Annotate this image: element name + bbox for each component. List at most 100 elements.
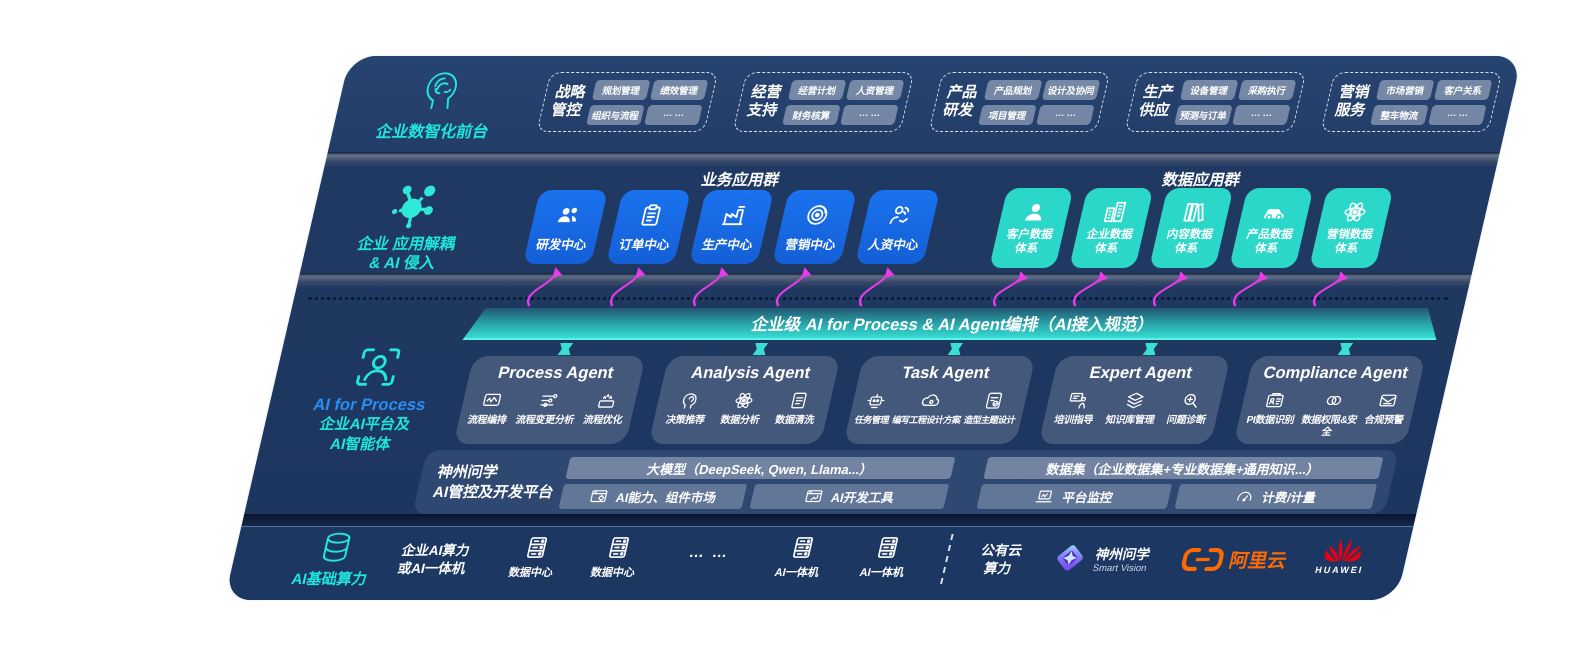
tablet-check-icon — [981, 390, 1007, 411]
front-group-supply: 生产供应 设备管理 采购执行 预测与订单 … … — [1124, 72, 1307, 132]
datacenter-1: 数据中心 — [501, 534, 568, 580]
model-bar: 大模型（DeepSeek, Qwen, Llama...） — [565, 457, 956, 479]
front-pill: 设备管理 — [1179, 79, 1239, 100]
dataset-bar: 数据集（企业数据集+专业数据集+通用知识...） — [983, 457, 1384, 479]
front-pill: 整车物流 — [1370, 104, 1429, 125]
platform-monitor-box: 平台监控 — [976, 484, 1173, 509]
sliders-icon — [537, 390, 563, 411]
billing-metering-box: 计费/计量 — [1174, 484, 1378, 509]
main-panel: 企业数智化前台 企业 应用解耦 & AI 侵入 AI for Process 企… — [224, 56, 1522, 600]
books-icon — [1179, 199, 1211, 225]
clipboard-icon — [635, 202, 667, 228]
front-pill: 市场营销 — [1375, 79, 1435, 100]
band-edge-2 — [296, 273, 1472, 288]
servers-ellipsis: … … — [687, 544, 732, 561]
front-pill: 财务核算 — [782, 104, 841, 125]
hr-person-icon — [884, 202, 916, 228]
front-pill: 绩效管理 — [649, 79, 709, 100]
molecule-icon — [384, 178, 448, 230]
database-icon — [314, 530, 358, 566]
cloud-gear-icon — [918, 390, 944, 411]
document-icon — [786, 390, 812, 411]
front-group-strategy: 战略管控 规划管理 绩效管理 组织与流程 … … — [536, 72, 719, 132]
agent-process: Process Agent 流程编排 流程变更分析 流程优化 — [453, 356, 646, 444]
car-icon — [1259, 199, 1291, 225]
mind-icon — [677, 390, 703, 411]
id-card-icon — [1262, 390, 1288, 411]
front-pill: … … — [1036, 104, 1095, 125]
front-group-product: 产品研发 产品规划 设计及协同 项目管理 … … — [928, 72, 1111, 132]
rail-app-decouple: 企业 应用解耦 & AI 侵入 — [314, 178, 508, 274]
app-decouple-label: 企业 应用解耦 & AI 侵入 — [355, 236, 458, 273]
front-pill: 预测与订单 — [1174, 104, 1233, 125]
rail-front-office: 企业数智化前台 — [344, 66, 534, 142]
building-icon — [1099, 199, 1131, 225]
atom-icon — [1339, 199, 1371, 225]
orchestration-bar: 企业级 AI for Process & AI Agent编排（AI接入规范） — [462, 308, 1443, 340]
server-rack-icon — [786, 534, 819, 561]
agent-task: Task Agent 任务管理 编写工程设计方案 造型主题设计 — [843, 356, 1036, 444]
ai-for-process-label: AI for Process — [311, 396, 428, 414]
robot-icon — [863, 390, 889, 411]
huawei-logo: HUAWEI — [1308, 536, 1377, 575]
enterprise-compute-label: 企业AI算力 或AI一体机 — [396, 543, 472, 577]
ai-platform-label: 企业AI平台及 AI智能体 — [317, 416, 412, 454]
front-pill: 人资管理 — [845, 79, 905, 100]
front-pill: 产品规划 — [983, 79, 1043, 100]
data-apps-header: 数据应用群 — [1160, 172, 1242, 189]
spark-box-icon — [594, 390, 620, 411]
atom-icon — [732, 390, 758, 411]
front-pill: 采购执行 — [1237, 79, 1297, 100]
public-cloud-label: 公有云 算力 — [979, 543, 1024, 577]
laptop-chart-icon — [1034, 487, 1057, 506]
flow-monitor-icon — [479, 390, 505, 411]
huawei-petals-icon — [1320, 536, 1368, 564]
smartvision-logo: 神州问学 Smart Vision — [1048, 540, 1153, 576]
dotted-separator — [307, 297, 1449, 300]
smartvision-diamond-icon — [1048, 540, 1092, 576]
brain-head-icon — [414, 66, 471, 112]
ai-scan-person-icon — [350, 344, 407, 390]
gauge-icon — [1233, 487, 1256, 506]
layers-icon — [1122, 390, 1148, 411]
factory-icon — [718, 202, 750, 228]
platform-label: 神州问学 AI管控及开发平台 — [431, 464, 556, 502]
trainer-board-icon — [1065, 390, 1091, 411]
ai-appliance-1: AI一体机 — [767, 534, 834, 580]
front-pill: 客户关系 — [1433, 79, 1493, 100]
datacenter-2: 数据中心 — [583, 534, 650, 580]
front-pill: … … — [1428, 104, 1487, 125]
front-pill: 经营计划 — [787, 79, 847, 100]
aliyun-logo: 阿里云 — [1179, 546, 1290, 573]
team-icon — [552, 202, 584, 228]
front-pill: 规划管理 — [591, 79, 651, 100]
ai-governance-platform: 神州问学 AI管控及开发平台 大模型（DeepSeek, Qwen, Llama… — [412, 450, 1400, 514]
front-group-operation: 经营支持 经营计划 人资管理 财务核算 … … — [732, 72, 915, 132]
agent-analysis: Analysis Agent 决策推荐 数据分析 数据清洗 — [648, 356, 841, 444]
ai-appliance-2: AI一体机 — [852, 534, 919, 580]
agent-expert: Expert Agent 培训指导 知识库管理 问题诊断 — [1038, 356, 1231, 444]
server-rack-icon — [871, 534, 904, 561]
aliyun-brackets-icon — [1179, 546, 1227, 573]
linked-circles-icon — [1321, 390, 1347, 411]
mail-alert-icon — [1376, 390, 1402, 411]
band-edge-1 — [324, 152, 1500, 167]
user-icon — [1019, 199, 1051, 225]
front-pill: … … — [644, 104, 703, 125]
front-pill: … … — [840, 104, 899, 125]
server-rack-icon — [602, 534, 635, 561]
business-apps-header: 业务应用群 — [699, 172, 781, 189]
ai-dev-tools-box: AI开发工具 — [749, 484, 950, 509]
front-pill: … … — [1232, 104, 1291, 125]
front-pill: 组织与流程 — [586, 104, 645, 125]
front-pill: 项目管理 — [978, 104, 1037, 125]
ai-capability-market-box: AI能力、组件市场 — [558, 484, 748, 509]
target-icon — [801, 202, 833, 228]
front-group-marketing: 营销服务 市场营销 客户关系 整车物流 … … — [1320, 72, 1503, 132]
window-wrench-icon — [802, 487, 825, 506]
diagnose-magnifier-icon — [1178, 390, 1204, 411]
server-rack-icon — [520, 534, 553, 561]
front-office-label: 企业数智化前台 — [374, 124, 491, 141]
agent-compliance: Compliance Agent PI数据识别 数据权限&安全 合规预警 — [1233, 356, 1426, 444]
